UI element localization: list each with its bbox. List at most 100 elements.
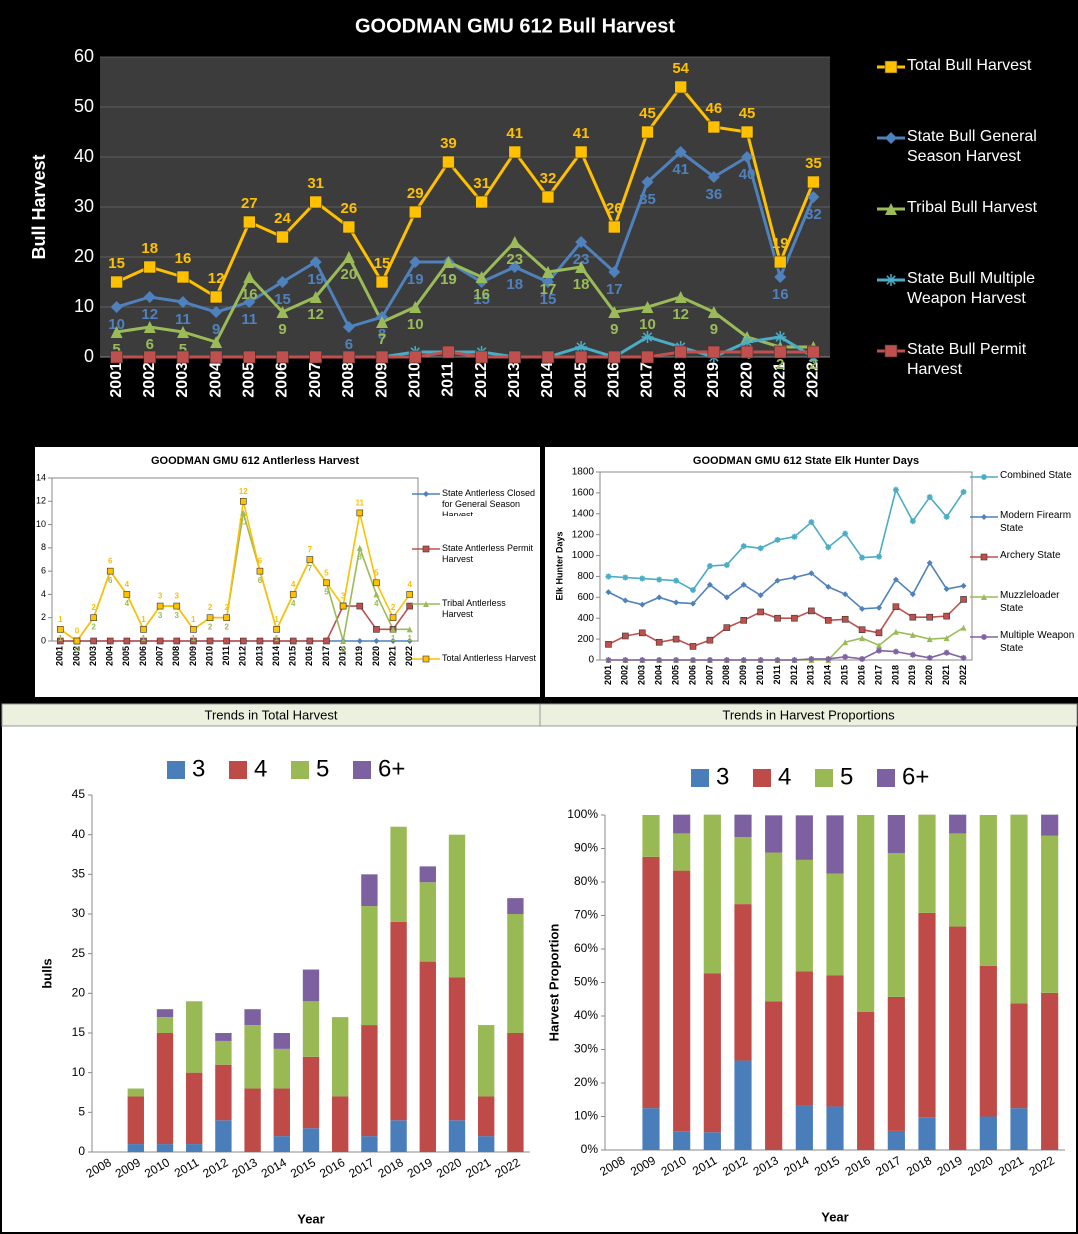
bar-segment — [673, 833, 691, 871]
marker — [791, 533, 798, 540]
marker — [707, 306, 720, 318]
data-label: 4 — [125, 599, 130, 608]
bar-segment — [734, 814, 752, 838]
x-tick-label: 2006 — [138, 646, 148, 666]
y-tick-label: 90% — [574, 841, 598, 855]
bar-segment — [673, 1131, 691, 1150]
data-label: 1 — [141, 634, 146, 643]
bar-segment — [887, 815, 905, 854]
marker — [206, 637, 214, 645]
marker — [176, 296, 189, 308]
data-label: 3 — [158, 611, 163, 620]
marker — [740, 581, 747, 588]
marker — [243, 350, 256, 364]
series-line — [115, 84, 815, 300]
data-label: 9 — [610, 321, 618, 338]
data-label: 17 — [540, 281, 557, 298]
bar-segment — [1010, 1003, 1028, 1109]
marker — [342, 321, 355, 333]
marker — [638, 629, 646, 637]
marker — [408, 205, 422, 219]
y-tick-label: 2 — [41, 612, 46, 622]
x-tick-label: 2011 — [221, 646, 231, 666]
data-label: 4 — [291, 580, 296, 589]
legend-label: Archery State — [1000, 550, 1061, 561]
marker — [859, 554, 866, 561]
legend-label: 6+ — [902, 763, 929, 790]
data-label: 3 — [175, 592, 180, 601]
data-label: 7 — [378, 331, 386, 348]
bar-segment — [156, 1033, 174, 1145]
bar-segment — [826, 815, 844, 874]
y-tick-label: 400 — [577, 613, 594, 624]
marker — [641, 331, 654, 343]
bar-segment — [390, 1120, 407, 1152]
bar-segment — [887, 853, 905, 997]
legend-label-box: State Bull Multiple Weapon Harvest — [907, 270, 1035, 307]
marker — [926, 636, 933, 643]
bar-segment — [1041, 814, 1059, 836]
bar-segment — [795, 971, 813, 1106]
marker — [356, 638, 363, 644]
data-label: 2 — [224, 622, 229, 631]
legend-label: State Antlerless Permit Harvest — [442, 542, 534, 564]
legend-swatch — [815, 769, 833, 787]
data-label: 4 — [407, 580, 412, 589]
marker — [791, 574, 798, 581]
marker — [757, 545, 764, 552]
marker — [273, 626, 280, 633]
marker — [884, 60, 898, 74]
legend-swatch — [353, 761, 371, 779]
bar-segment — [186, 1001, 203, 1073]
data-label: 2 — [208, 622, 213, 631]
header-bar — [539, 703, 1078, 727]
marker — [673, 657, 680, 663]
data-label: 18 — [141, 240, 158, 257]
bar-segment — [448, 977, 466, 1121]
marker — [541, 266, 554, 278]
x-tick-label: 2015 — [840, 665, 850, 685]
marker — [740, 617, 748, 624]
x-tick-label: 2020 — [924, 665, 934, 685]
data-label: 40 — [739, 166, 756, 183]
marker — [73, 637, 81, 645]
marker — [176, 350, 190, 364]
legend-swatch — [877, 769, 895, 787]
x-tick-label: 2013 — [506, 362, 523, 398]
marker — [909, 651, 916, 658]
data-label: 0 — [341, 646, 346, 655]
marker — [574, 350, 588, 364]
x-axis-label: Year — [297, 1211, 324, 1226]
marker — [740, 657, 747, 663]
marker — [173, 637, 181, 645]
bar-segment — [215, 1033, 232, 1041]
marker — [176, 270, 190, 284]
marker — [673, 577, 680, 584]
chart-title: GOODMAN GMU 612 State Elk Hunter Days — [693, 455, 919, 467]
marker — [892, 486, 899, 493]
marker — [508, 261, 521, 273]
marker — [706, 657, 713, 663]
x-tick-label: 2010 — [755, 665, 765, 685]
bar-segment — [156, 1017, 174, 1033]
marker — [674, 291, 687, 303]
bar-segment — [857, 815, 875, 1012]
bar-segment — [448, 834, 466, 978]
marker — [740, 125, 754, 139]
data-label: 19 — [440, 271, 457, 288]
y-tick-label: 60% — [574, 941, 598, 955]
bar-segment — [1010, 1108, 1028, 1150]
x-tick-label: 2013 — [254, 646, 264, 666]
y-axis-label: bulls — [39, 958, 54, 988]
marker — [656, 576, 663, 583]
data-label: 6 — [108, 576, 113, 585]
marker — [876, 553, 882, 560]
x-tick-label: 2014 — [539, 362, 556, 398]
x-tick-label: 2022 — [958, 665, 968, 685]
marker — [876, 642, 882, 649]
marker — [190, 637, 197, 645]
y-tick-label: 12 — [36, 496, 46, 506]
marker — [943, 612, 950, 620]
data-label: 11 — [356, 498, 365, 507]
